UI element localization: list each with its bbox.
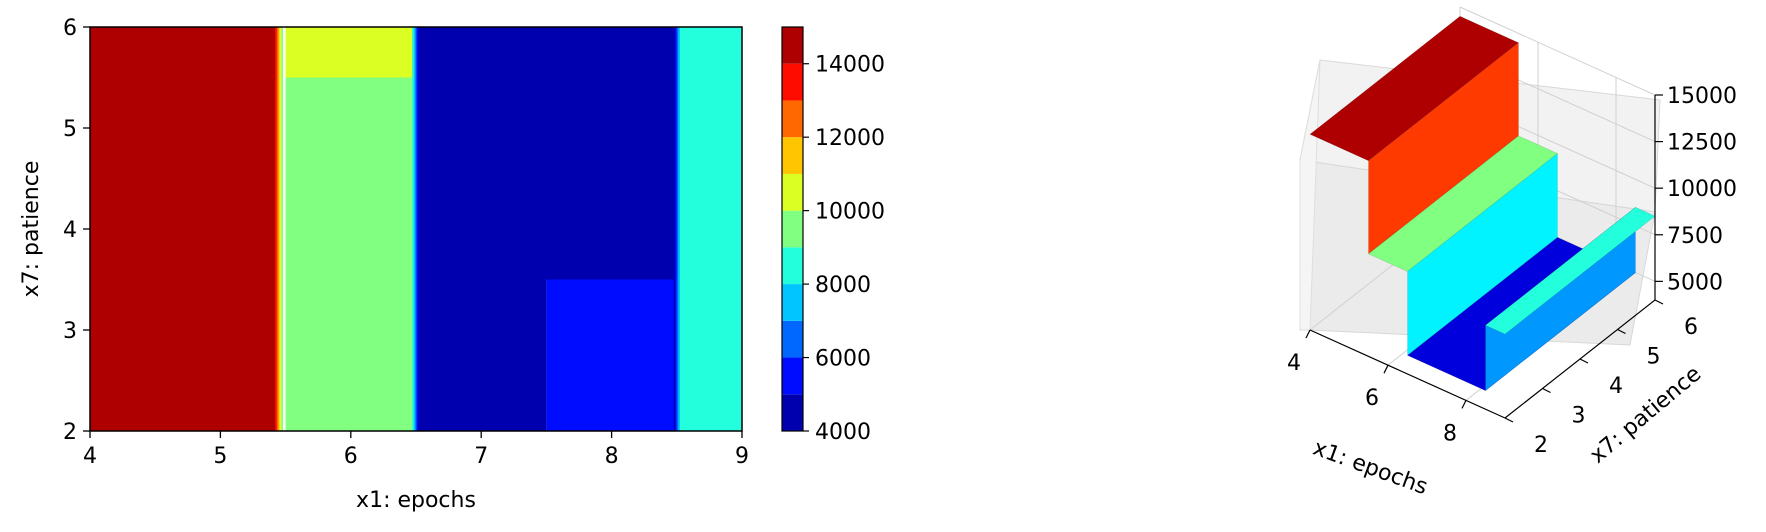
- surface3d-x-tick-label: 8: [1443, 421, 1457, 446]
- colorbar-level-2: [782, 320, 803, 358]
- surface3d-y-tick-label: 3: [1572, 404, 1586, 429]
- colorbar-tick-label: 10000: [815, 200, 885, 225]
- colorbar: 4000 6000 8000 10000 12000 14000: [781, 26, 885, 445]
- surface3d-z-tick-label: 12500: [1667, 131, 1737, 156]
- contour-transition-0-4: [281, 27, 283, 431]
- surface3d-z-tick-label: 7500: [1667, 224, 1723, 249]
- surface3d-y-axis-label: x7: patience: [1585, 362, 1706, 469]
- contour-transition-1-3: [416, 27, 419, 431]
- surface3d-y-tick-mark: [1504, 417, 1514, 423]
- contour-x-tick-label: 8: [605, 444, 619, 469]
- surface3d-x-axis-label: x1: epochs: [1310, 436, 1431, 500]
- surface3d-x-tick-label: 6: [1365, 386, 1379, 411]
- contour-x-ticks: 4 5 6 7 8 9: [83, 431, 749, 469]
- colorbar-level-9: [782, 63, 803, 101]
- contour-region-4: [416, 279, 547, 431]
- contour-x-tick-label: 7: [474, 444, 488, 469]
- surface3d-z-tick-label: 5000: [1667, 270, 1723, 295]
- colorbar-level-4: [782, 247, 803, 285]
- contour-transition-0-0: [275, 27, 277, 431]
- colorbar-level-6: [782, 173, 803, 211]
- contour-transition-1-1: [413, 27, 416, 431]
- contour-x-tick-label: 6: [344, 444, 358, 469]
- contour-y-tick-label: 5: [63, 117, 77, 142]
- contour-x-tick-label: 5: [213, 444, 227, 469]
- surface3d-y-tick-label: 4: [1609, 374, 1623, 399]
- contour-y-tick-label: 3: [63, 319, 77, 344]
- surface3d-z-tick-label: 10000: [1667, 177, 1737, 202]
- contour-transition-2-3: [678, 27, 680, 431]
- surface3d-y-tick-mark: [1617, 328, 1626, 335]
- contour-region-5: [546, 279, 677, 431]
- surface3d-y-tick-label: 5: [1647, 345, 1661, 370]
- contour-transition-1-0: [412, 27, 414, 431]
- surface3d-z-tick-label: 15000: [1667, 84, 1737, 109]
- contour-transition-0-1: [276, 27, 279, 431]
- surface3d-x-axis-line: [1309, 329, 1506, 419]
- surface3d-x-tick-mark: [1461, 400, 1467, 409]
- contour-transition-0-2: [278, 27, 280, 431]
- surface3d-y-tick-mark: [1579, 358, 1589, 364]
- surface3d-grid-line: [1459, 6, 1656, 96]
- contour-transition-1-4: [418, 27, 420, 431]
- colorbar-level-8: [782, 100, 803, 138]
- colorbar-tick-label: 8000: [815, 273, 871, 298]
- contour-y-tick-label: 6: [63, 16, 77, 41]
- contour-region-6: [676, 27, 742, 431]
- contour-region-0: [90, 27, 280, 431]
- contour-transition-2-1: [675, 27, 677, 431]
- surface3d-y-tick-label: 6: [1684, 315, 1698, 340]
- contour-transition-1-2: [415, 27, 417, 431]
- contour-panel: 4 5 6 7 8 9 2 3 4 5 6 x1: epochs x7: patience: [19, 16, 749, 513]
- contour-transition-2-2: [676, 27, 679, 431]
- contour-y-ticks: 2 3 4 5 6: [63, 16, 90, 445]
- contour-regions: [90, 27, 742, 431]
- contour-region-1: [285, 27, 416, 78]
- surface3d-x-tick-label: 4: [1287, 351, 1301, 376]
- contour-x-axis-label: x1: epochs: [356, 488, 476, 513]
- contour-y-tick-label: 4: [63, 218, 77, 243]
- contour-y-axis-label: x7: patience: [19, 161, 44, 298]
- colorbar-level-10: [782, 27, 803, 64]
- surface3d-y-tick-label: 2: [1534, 433, 1548, 458]
- contour-x-tick-label: 9: [735, 444, 749, 469]
- colorbar-levels: [782, 27, 803, 431]
- surface3d-surface: [1309, 15, 1656, 392]
- contour-transition-0-3: [279, 27, 282, 431]
- colorbar-level-7: [782, 137, 803, 174]
- colorbar-level-3: [782, 284, 803, 321]
- colorbar-level-0: [782, 394, 803, 431]
- colorbar-level-5: [782, 210, 803, 248]
- contour-transition-2-0: [673, 27, 676, 431]
- surface3d-y-tick-mark: [1542, 387, 1551, 394]
- colorbar-tick-label: 6000: [815, 347, 871, 372]
- colorbar-tick-label: 14000: [815, 53, 885, 78]
- contour-x-tick-label: 4: [83, 444, 97, 469]
- surface3d-x-tick-mark: [1383, 364, 1389, 374]
- colorbar-frame: [781, 26, 804, 432]
- contour-region-2: [285, 77, 416, 431]
- surface3d-x-tick-mark: [1305, 329, 1311, 339]
- surface3d-y-tick-mark: [1654, 299, 1664, 305]
- contour-y-tick-label: 2: [63, 420, 77, 445]
- colorbar-level-1: [782, 357, 803, 395]
- colorbar-ticks: 4000 6000 8000 10000 12000 14000: [803, 53, 885, 445]
- colorbar-tick-label: 12000: [815, 126, 885, 151]
- colorbar-tick-label: 4000: [815, 420, 871, 445]
